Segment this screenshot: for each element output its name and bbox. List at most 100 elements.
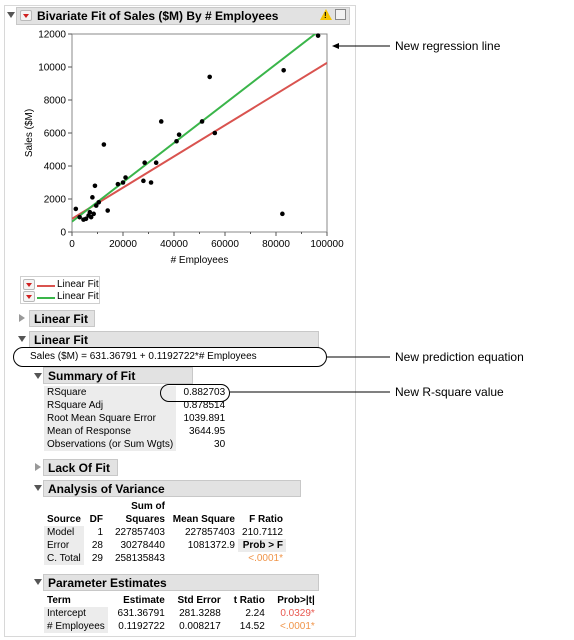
anova-row: Error 28 30278440 1081372.9 Prob > F [44, 539, 286, 552]
anova-cell: 227857403 [184, 527, 235, 538]
summary-value: 0.878514 [183, 400, 226, 411]
data-point [142, 160, 147, 165]
data-point [280, 211, 285, 217]
params-cell: # Employees [44, 620, 108, 633]
params-cell: 281.3288 [179, 608, 221, 619]
anova-header-blank [84, 500, 106, 513]
summary-value: 30 [214, 439, 226, 450]
data-point [90, 195, 95, 200]
anova-cell: 1 [97, 527, 103, 538]
params-header-row: Term Estimate Std Error t Ratio Prob>|t| [44, 594, 318, 607]
x-tick-label: 20000 [109, 239, 137, 250]
anova-table: Sum of Source DF Squares Mean Square F Ratio M… [44, 500, 286, 565]
params-cell: 0.1192722 [118, 621, 165, 632]
legend-label-2: Linear Fit [57, 291, 99, 302]
data-point [158, 119, 164, 124]
pin-icon[interactable] [335, 9, 346, 20]
lack-of-fit-header: Lack Of Fit [43, 459, 118, 476]
params-cell: 631.36791 [117, 608, 165, 619]
legend-menu-icon-2[interactable] [23, 291, 35, 302]
scatter-chart: 0 2000 4000 6000 8000 10000 12000 0 20000 40000 60… [24, 30, 344, 267]
anova-cell: 258135843 [114, 553, 165, 564]
report-menu-icon[interactable] [20, 10, 32, 21]
anova-cell: 28 [91, 540, 103, 551]
data-point [174, 138, 179, 144]
anova-header-row: Source DF Squares Mean Square F Ratio [44, 513, 286, 526]
anova-cell: 210.7112 [242, 527, 283, 538]
legend-label-1: Linear Fit [57, 279, 99, 290]
data-point [87, 209, 93, 215]
params-prob-value: <.0001* [280, 621, 315, 632]
anova-row: C. Total 29 258135843 <.0001* [44, 552, 286, 565]
y-axis-label: Sales ($M) [24, 109, 35, 157]
data-point [199, 119, 205, 124]
summary-row: Root Mean Square Error 1039.891 [44, 412, 228, 425]
y-tick-label: 4000 [44, 162, 67, 173]
params-cell: Intercept [44, 607, 108, 620]
x-axis-label: # Employees [171, 255, 229, 266]
data-point [207, 74, 212, 80]
disclosure-report-icon[interactable] [7, 12, 15, 18]
disclosure-anova-icon[interactable] [34, 485, 42, 491]
data-point [88, 214, 94, 220]
rsquare-highlight [160, 384, 230, 402]
disclosure-lack-of-fit-icon[interactable] [35, 463, 41, 471]
anova-header-sumof: Sum of [131, 501, 165, 512]
legend-menu-icon-1[interactable] [23, 279, 35, 290]
anova-cell [168, 552, 238, 565]
summary-label: Mean of Response [44, 425, 177, 438]
linear-fit-header-open: Linear Fit [29, 331, 319, 348]
anova-cell: 1081372.9 [187, 540, 235, 551]
data-point [77, 214, 82, 220]
data-point [115, 181, 121, 187]
data-point [73, 206, 79, 212]
legend-swatch-2 [37, 297, 55, 299]
params-header: Parameter Estimates [43, 574, 319, 591]
summary-label: Root Mean Square Error [44, 412, 177, 425]
params-header-cell: t Ratio [233, 595, 265, 606]
anova-cell: Error [44, 539, 84, 552]
data-point [91, 211, 96, 217]
params-header-cell: Term [47, 595, 71, 606]
report-panel [4, 5, 356, 637]
disclosure-linear-fit-1-icon[interactable] [19, 314, 25, 322]
callout-prediction-equation: New prediction equation [395, 350, 524, 364]
data-point [148, 180, 154, 185]
data-point [123, 175, 128, 180]
anova-cell: C. Total [44, 552, 84, 565]
callout-rsquare: New R-square value [395, 385, 504, 399]
params-cell: 0.008217 [179, 621, 221, 632]
data-point [176, 132, 182, 137]
summary-of-fit-header: Summary of Fit [43, 367, 193, 384]
summary-row: RSquare Adj 0.878514 [44, 399, 228, 412]
anova-cell: 227857403 [114, 527, 165, 538]
data-point [83, 216, 89, 222]
summary-label: RSquare Adj [44, 399, 177, 412]
y-tick-label: 0 [60, 228, 66, 239]
anova-header-cell: Squares [125, 514, 165, 525]
linear-fit-header-collapsed: Linear Fit [29, 310, 95, 327]
params-header-cell: Std Error [177, 595, 221, 606]
disclosure-summary-icon[interactable] [34, 373, 42, 379]
data-point [96, 200, 102, 205]
params-table: Term Estimate Std Error t Ratio Prob>|t| Inte… [44, 594, 318, 633]
summary-row: RSquare 0.882703 [44, 386, 228, 399]
y-tick-label: 2000 [44, 195, 67, 206]
anova-header: Analysis of Variance [43, 480, 301, 497]
anova-header-blank [44, 500, 84, 513]
anova-prob-label: Prob > F [238, 539, 286, 552]
summary-label: RSquare [44, 386, 177, 399]
y-tick-label: 10000 [38, 63, 66, 74]
data-point [105, 208, 110, 213]
report-header: Bivariate Fit of Sales ($M) By # Employe… [16, 7, 350, 25]
params-header-cell: Estimate [123, 595, 165, 606]
disclosure-params-icon[interactable] [34, 579, 42, 585]
anova-header-cell: DF [89, 514, 103, 525]
disclosure-linear-fit-2-icon[interactable] [18, 336, 26, 342]
params-row: # Employees 0.1192722 0.008217 14.52 <.0001* [44, 620, 318, 633]
data-point [120, 180, 126, 185]
data-point [153, 160, 159, 165]
plot-frame [71, 33, 328, 233]
anova-prob-value: <.0001* [248, 553, 283, 564]
warning-icon[interactable] [320, 9, 332, 20]
